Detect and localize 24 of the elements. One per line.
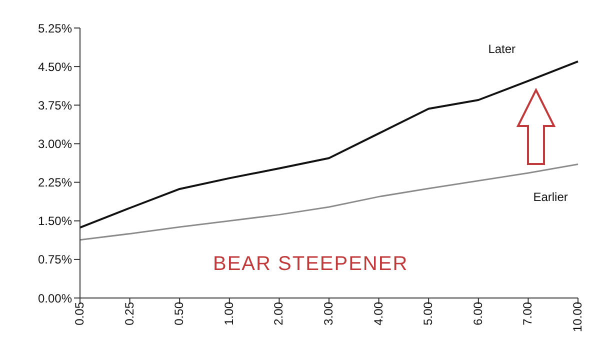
- y-tick-label: 2.25%: [38, 176, 72, 190]
- y-tick-label: 3.00%: [38, 136, 72, 151]
- y-tick-label: 4.50%: [38, 60, 72, 74]
- y-tick-label: 1.50%: [38, 214, 72, 228]
- x-tick-label: 0.50: [172, 302, 186, 326]
- x-tick-label: 7.00: [520, 302, 535, 326]
- x-tick-label: 2.00: [272, 302, 286, 326]
- line-series: [79, 60, 579, 229]
- x-tick-label: 4.00: [371, 302, 386, 326]
- x-tick-label: 0.05: [72, 302, 87, 326]
- text: Later: [488, 42, 516, 56]
- y-tick-label: 5.25%: [38, 21, 72, 36]
- annotation: BEAR STEEPENER: [213, 253, 408, 276]
- y-tick-label: 3.75%: [38, 98, 72, 112]
- x-tick-label: 1.00: [222, 302, 236, 326]
- series-label: Earlier: [533, 190, 568, 204]
- line-series: [79, 164, 579, 241]
- y-tick-label: 0.00%: [38, 291, 72, 306]
- x-tick-label: 6.00: [470, 302, 485, 326]
- x-tick-label: 5.00: [421, 302, 436, 326]
- x-tick-label: 3.00: [322, 302, 336, 326]
- x-tick-label: 0.25: [122, 302, 136, 326]
- x-tick-label: 10.00: [570, 302, 585, 332]
- y-tick-label: 0.75%: [38, 252, 72, 267]
